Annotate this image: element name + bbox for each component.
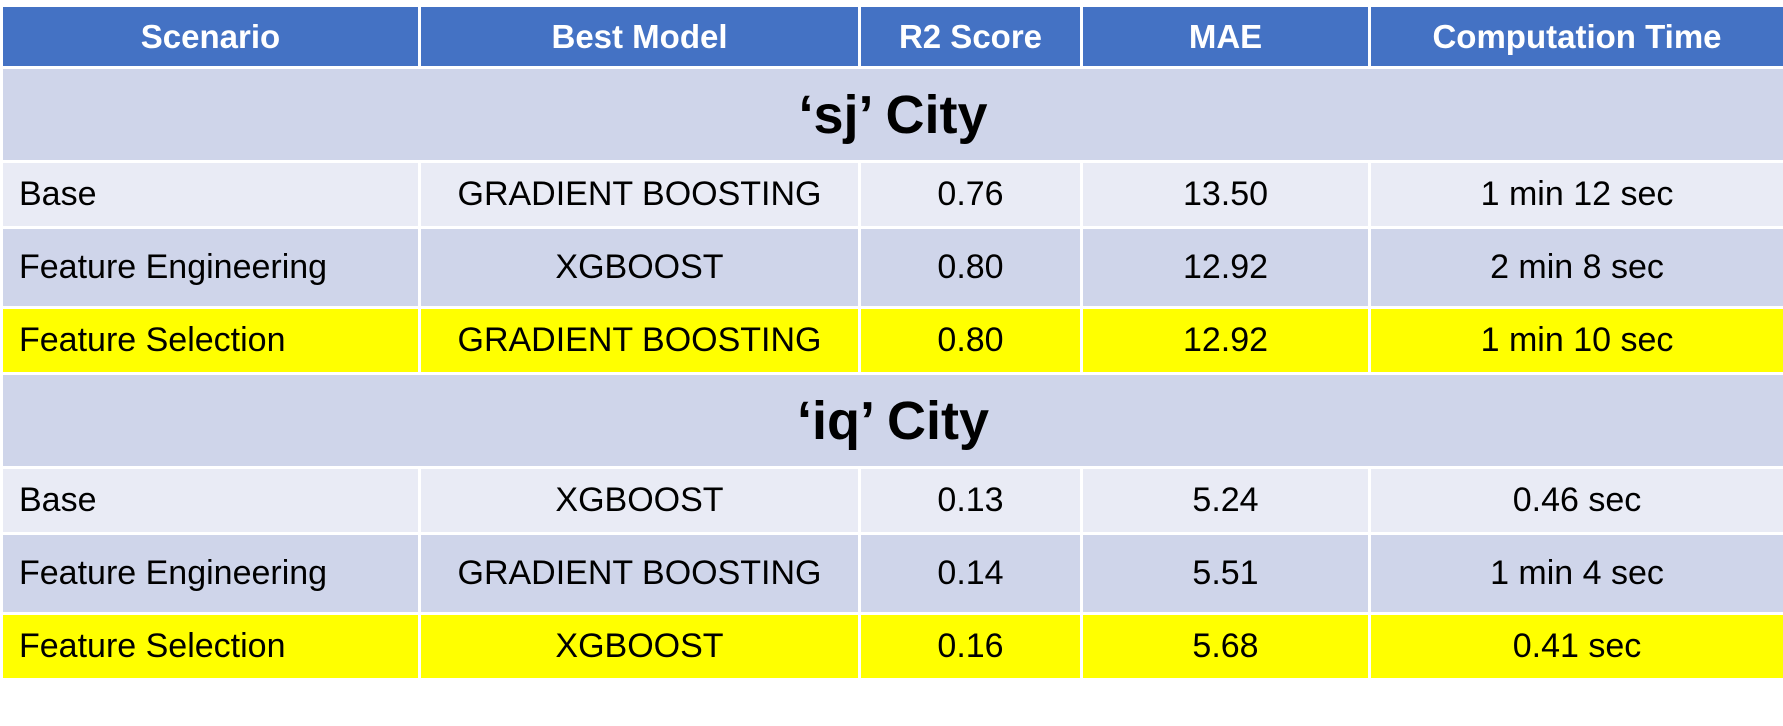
cell-mae: 12.92 — [1080, 226, 1371, 309]
cell-scenario: Feature Engineering — [0, 532, 421, 615]
header-row: Scenario Best Model R2 Score MAE Computa… — [0, 4, 1783, 69]
cell-model: XGBOOST — [418, 226, 861, 309]
cell-mae: 13.50 — [1080, 160, 1371, 229]
cell-model: GRADIENT BOOSTING — [418, 532, 861, 615]
cell-scenario: Base — [0, 160, 421, 229]
section-row-sj: ‘sj’ City — [0, 66, 1783, 163]
cell-scenario: Feature Selection — [0, 612, 421, 681]
table-row: Base GRADIENT BOOSTING 0.76 13.50 1 min … — [0, 160, 1783, 229]
header-computation-time: Computation Time — [1368, 4, 1783, 69]
cell-mae: 5.51 — [1080, 532, 1371, 615]
header-best-model: Best Model — [418, 4, 861, 69]
cell-model: GRADIENT BOOSTING — [418, 306, 861, 375]
table-row-highlighted: Feature Selection GRADIENT BOOSTING 0.80… — [0, 306, 1783, 375]
header-scenario: Scenario — [0, 4, 421, 69]
results-table: Scenario Best Model R2 Score MAE Computa… — [0, 4, 1783, 681]
cell-r2: 0.76 — [858, 160, 1083, 229]
section-title-sj: ‘sj’ City — [0, 66, 1783, 163]
cell-scenario: Base — [0, 466, 421, 535]
section-title-iq: ‘iq’ City — [0, 372, 1783, 469]
table-row: Feature Engineering XGBOOST 0.80 12.92 2… — [0, 226, 1783, 309]
cell-r2: 0.13 — [858, 466, 1083, 535]
table-row: Feature Engineering GRADIENT BOOSTING 0.… — [0, 532, 1783, 615]
cell-time: 0.41 sec — [1368, 612, 1783, 681]
cell-model: XGBOOST — [418, 466, 861, 535]
cell-time: 1 min 4 sec — [1368, 532, 1783, 615]
cell-r2: 0.14 — [858, 532, 1083, 615]
header-r2-score: R2 Score — [858, 4, 1083, 69]
table-row: Base XGBOOST 0.13 5.24 0.46 sec — [0, 466, 1783, 535]
header-mae: MAE — [1080, 4, 1371, 69]
cell-model: XGBOOST — [418, 612, 861, 681]
cell-r2: 0.16 — [858, 612, 1083, 681]
cell-time: 2 min 8 sec — [1368, 226, 1783, 309]
cell-time: 1 min 10 sec — [1368, 306, 1783, 375]
cell-scenario: Feature Engineering — [0, 226, 421, 309]
cell-r2: 0.80 — [858, 226, 1083, 309]
cell-model: GRADIENT BOOSTING — [418, 160, 861, 229]
cell-r2: 0.80 — [858, 306, 1083, 375]
cell-scenario: Feature Selection — [0, 306, 421, 375]
table-row-highlighted: Feature Selection XGBOOST 0.16 5.68 0.41… — [0, 612, 1783, 681]
cell-mae: 5.68 — [1080, 612, 1371, 681]
cell-mae: 12.92 — [1080, 306, 1371, 375]
cell-mae: 5.24 — [1080, 466, 1371, 535]
section-row-iq: ‘iq’ City — [0, 372, 1783, 469]
cell-time: 1 min 12 sec — [1368, 160, 1783, 229]
cell-time: 0.46 sec — [1368, 466, 1783, 535]
